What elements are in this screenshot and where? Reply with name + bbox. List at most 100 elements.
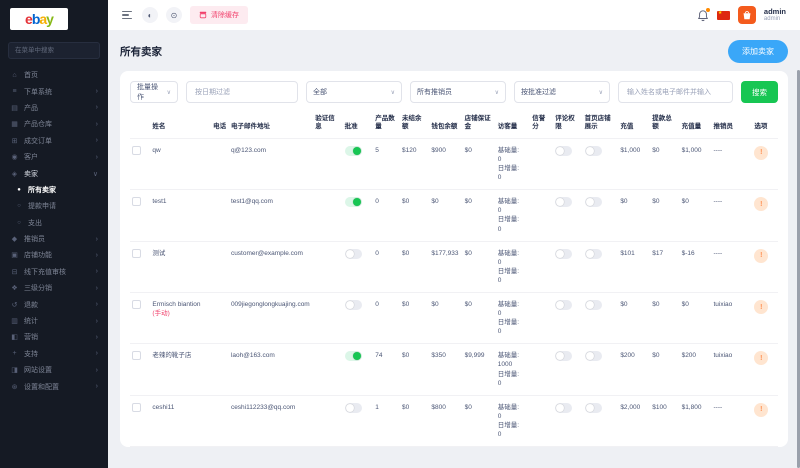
row-checkbox[interactable]: [132, 351, 141, 361]
sidebar-item[interactable]: ◨ 网站设置 ›: [0, 362, 108, 378]
review-permission-toggle[interactable]: [555, 351, 573, 362]
gear-icon[interactable]: ⊙: [166, 7, 182, 23]
sidebar-subitem[interactable]: ○ 提款申请: [0, 198, 108, 214]
approve-toggle[interactable]: [344, 197, 362, 208]
visitor-base-label: 基础量:: [497, 403, 520, 411]
row-checkbox[interactable]: [132, 197, 141, 207]
row-checkbox[interactable]: [132, 145, 141, 155]
language-flag-icon[interactable]: ★: [716, 10, 730, 20]
review-permission-toggle[interactable]: [555, 300, 573, 310]
approval-filter-select[interactable]: 按批准过滤 ∨: [514, 81, 610, 103]
cell-checkbox: [130, 137, 151, 190]
cell-phone: [211, 240, 229, 293]
review-permission-toggle[interactable]: [555, 402, 573, 413]
cell-approve: [342, 394, 374, 447]
menu-item-icon: ≡: [12, 88, 17, 96]
add-seller-button[interactable]: 添加卖家: [728, 40, 788, 63]
homepage-display-toggle[interactable]: [584, 197, 602, 208]
menu-item-label: 卖家: [24, 170, 38, 178]
search-button[interactable]: 搜索: [741, 81, 778, 103]
sidebar-item[interactable]: ⌂ 首页: [0, 67, 108, 83]
row-options-button[interactable]: !: [754, 248, 769, 263]
approve-toggle[interactable]: [344, 145, 362, 156]
row-options-button[interactable]: !: [754, 351, 769, 366]
sidebar-item[interactable]: ▤ 产品 ›: [0, 100, 108, 116]
cell-wallet: $800: [429, 394, 463, 447]
sidebar-item[interactable]: ◈ 卖家 ∨: [0, 165, 108, 181]
review-permission-toggle[interactable]: [555, 145, 573, 156]
salesman-filter-select[interactable]: 所有推销员 ∨: [410, 81, 506, 103]
bulk-actions-select[interactable]: 批量操作 ∨: [130, 81, 178, 103]
row-options-button[interactable]: !: [754, 197, 769, 212]
sidebar-search-input[interactable]: [8, 42, 100, 59]
visitor-daily-label: 日增量:: [497, 421, 520, 429]
approve-toggle[interactable]: [344, 402, 362, 413]
cell-withdraw: $0: [650, 189, 680, 242]
approve-toggle[interactable]: [344, 300, 362, 310]
chevron-right-icon: ›: [95, 235, 98, 243]
chevron-right-icon: ›: [95, 301, 98, 309]
sidebar-item[interactable]: ⊟ 线下充值审核 ›: [0, 264, 108, 280]
row-checkbox[interactable]: [132, 300, 141, 309]
cell-approve: [342, 240, 374, 293]
name-email-search-input[interactable]: [625, 87, 726, 97]
sidebar-item[interactable]: ↺ 退款 ›: [0, 296, 108, 312]
homepage-display-toggle[interactable]: [584, 300, 602, 310]
date-filter-field: [186, 81, 298, 103]
cell-checkbox: [130, 291, 151, 344]
hamburger-menu-icon[interactable]: [122, 10, 132, 20]
row-options-button[interactable]: !: [754, 300, 769, 314]
sidebar-item[interactable]: ▦ 产品仓库 ›: [0, 116, 108, 132]
sidebar-item[interactable]: ⊛ 设置和配置 ›: [0, 378, 108, 394]
sidebar-item[interactable]: ⊞ 成交订单 ›: [0, 133, 108, 149]
row-options-button[interactable]: !: [754, 402, 769, 417]
chevron-down-icon: ∨: [166, 89, 171, 96]
homepage-display-toggle[interactable]: [584, 351, 602, 362]
vertical-scrollbar[interactable]: [797, 70, 800, 468]
review-permission-toggle[interactable]: [555, 248, 573, 259]
cell-visitors: 基础量: 0 日增量: 0: [495, 189, 531, 242]
approve-toggle[interactable]: [344, 351, 362, 362]
review-permission-toggle[interactable]: [555, 197, 573, 208]
sidebar-item[interactable]: ▣ 店铺功能 ›: [0, 247, 108, 263]
row-options-button[interactable]: !: [754, 145, 769, 160]
sidebar-item[interactable]: ❖ 三级分销 ›: [0, 280, 108, 296]
homepage-display-toggle[interactable]: [584, 145, 602, 156]
sidebar-subitem[interactable]: ○ 支出: [0, 215, 108, 231]
sidebar-subitem[interactable]: ● 所有卖家: [0, 182, 108, 198]
sidebar-item[interactable]: ◧ 营销 ›: [0, 329, 108, 345]
archive-box-icon: [199, 11, 207, 19]
clear-cache-button[interactable]: 清除缓存: [190, 6, 248, 24]
cell-approve: [342, 137, 374, 190]
approve-toggle[interactable]: [344, 248, 362, 259]
cell-options: !: [752, 240, 778, 293]
all-filter-select[interactable]: 全部 ∨: [306, 81, 402, 103]
menu-item-label: 网站设置: [24, 367, 52, 375]
sidebar-item[interactable]: ◉ 客户 ›: [0, 149, 108, 165]
name-email-search-field: [618, 81, 733, 103]
row-checkbox[interactable]: [132, 402, 141, 412]
homepage-display-toggle[interactable]: [584, 402, 602, 413]
menu-item-icon: ⊞: [11, 137, 18, 145]
cell-review: [553, 189, 583, 242]
homepage-display-toggle[interactable]: [584, 248, 602, 259]
row-checkbox[interactable]: [132, 248, 141, 258]
menu-item-icon: ⌂: [12, 71, 17, 79]
sidebar-item[interactable]: ▥ 统计 ›: [0, 313, 108, 329]
sidebar-item[interactable]: ≡ 下单系统 ›: [0, 83, 108, 99]
notification-bell-icon[interactable]: [697, 7, 710, 22]
user-avatar[interactable]: [737, 6, 756, 24]
user-name: admin: [763, 6, 786, 16]
cell-visitors: 基础量: 0 日增量: 0: [495, 291, 531, 344]
date-filter-input[interactable]: [193, 87, 291, 97]
sellers-table: 姓名 电话 电子邮件地址 验证信息 批准 产品数量 未结余额 钱包余额 店铺保证金 访客量 信誉分评…: [130, 113, 778, 447]
cell-phone: [211, 343, 229, 396]
filter-bar: 批量操作∨ 全部∨ 所有推销员∨ 按批准过滤∨: [130, 81, 778, 103]
sidebar-item[interactable]: + 支持 ›: [0, 346, 108, 362]
sidebar-item[interactable]: ◆ 推销员 ›: [0, 231, 108, 247]
cell-homepage: [582, 189, 619, 242]
dark-mode-icon[interactable]: ◐: [142, 7, 158, 23]
cell-options: !: [752, 291, 778, 344]
chevron-right-icon: ›: [95, 350, 98, 358]
